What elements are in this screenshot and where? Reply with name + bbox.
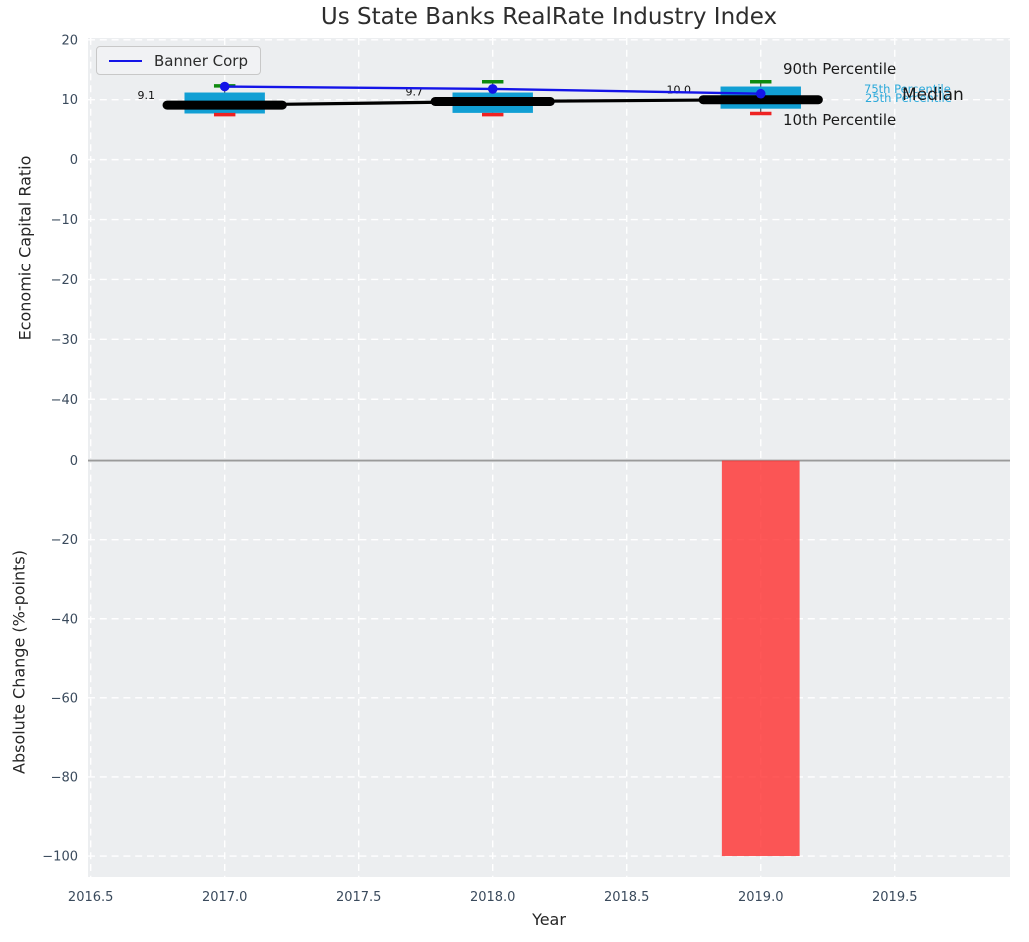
plot-background [88, 38, 1010, 877]
y-tick-label-bottom: −80 [51, 770, 78, 785]
y-tick-label-bottom: −60 [51, 691, 78, 706]
banner-corp-point [755, 88, 766, 99]
y-axis-label-top: Economic Capital Ratio [15, 155, 35, 341]
legend: Banner Corp [96, 46, 261, 75]
y-tick-label-top: 20 [61, 33, 78, 48]
y-tick-label-top: 10 [61, 93, 78, 108]
y-tick-label-top: −30 [51, 333, 78, 348]
y-tick-label-bottom: −100 [42, 850, 78, 865]
x-tick-label: 2017.0 [202, 890, 248, 905]
annotation-90th-percentile: 90th Percentile [783, 60, 897, 78]
chart-title: Us State Banks RealRate Industry Index [320, 4, 778, 30]
y-tick-label-top: 0 [70, 153, 78, 168]
x-tick-label: 2016.5 [68, 890, 114, 905]
banner-corp-point [219, 81, 230, 92]
y-tick-label-top: −20 [51, 273, 78, 288]
y-tick-label-top: −40 [51, 393, 78, 408]
banner-corp-point [487, 84, 498, 94]
annotation-25th-percentile: 25th Percentile [865, 91, 952, 105]
x-tick-label: 2019.0 [738, 890, 784, 905]
legend-line-sample [109, 59, 142, 62]
x-tick-label: 2019.5 [872, 890, 918, 905]
x-tick-label: 2018.5 [604, 890, 650, 905]
annotation-median: Median [902, 85, 964, 105]
y-tick-label-bottom: −40 [51, 612, 78, 627]
y-tick-label-bottom: 0 [70, 454, 78, 469]
annotation-10th-percentile: 10th Percentile [783, 111, 897, 129]
y-axis-label-bottom: Absolute Change (%-points) [9, 550, 29, 774]
y-tick-label-top: −10 [51, 213, 78, 228]
x-tick-label: 2018.0 [470, 890, 516, 905]
change-bar [721, 460, 800, 857]
x-axis-label: Year [532, 910, 566, 929]
median-value-label: 9.1 [138, 89, 156, 102]
annotation-75th-percentile: 75th Percentile [864, 82, 951, 96]
x-tick-label: 2017.5 [336, 890, 382, 905]
y-tick-label-bottom: −20 [51, 533, 78, 548]
median-value-label: 10.0 [667, 84, 692, 97]
legend-label: Banner Corp [154, 51, 248, 70]
